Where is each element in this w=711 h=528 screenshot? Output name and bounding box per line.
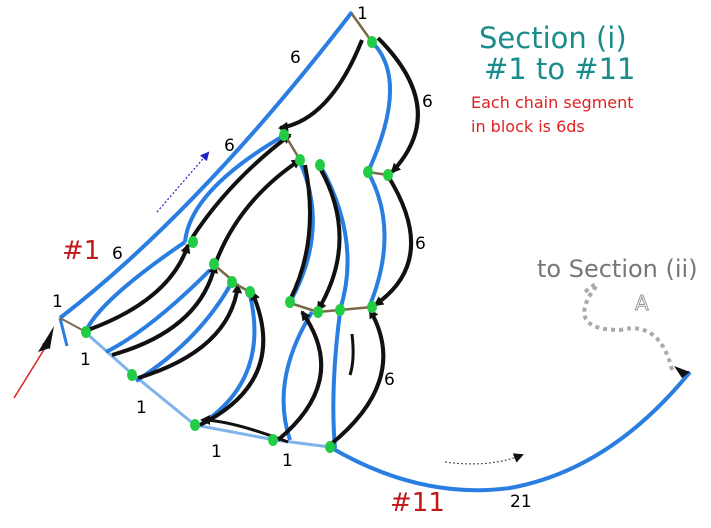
segment-label: 6 (224, 136, 235, 156)
black-arc (137, 283, 242, 380)
start-chain-link (58, 317, 69, 347)
chain-note-line-1: Each chain segment (471, 93, 634, 112)
blue-arc (318, 164, 350, 311)
joint (81, 326, 91, 338)
section-range: #1 to #11 (484, 52, 636, 86)
blue-arc (281, 310, 314, 441)
black-arc (288, 164, 312, 301)
joint (367, 36, 377, 48)
blue-arc (134, 281, 234, 383)
segment-label: 1 (52, 292, 63, 312)
segment-label: 6 (415, 234, 426, 254)
joint (127, 369, 137, 381)
joints (81, 36, 393, 453)
joint (268, 434, 278, 446)
blue-arc (198, 294, 257, 427)
joint (245, 286, 255, 298)
black-arc (199, 290, 266, 427)
chain-link (317, 305, 373, 314)
segment-label: 1 (357, 4, 368, 24)
joint (279, 129, 289, 141)
joint (295, 154, 305, 166)
black-arc (214, 158, 302, 263)
joint (285, 296, 295, 308)
segment-label: 6 (112, 244, 123, 264)
section-title: Section (i) (479, 21, 627, 55)
joint (363, 166, 373, 178)
direction-arrow (156, 151, 210, 213)
segment-label: 6 (422, 92, 433, 112)
segment-label: 1 (282, 451, 293, 471)
joint (315, 159, 325, 171)
blue-arc (84, 240, 187, 332)
joint (209, 258, 219, 270)
chain-link (350, 13, 374, 43)
tail-direction-arrow (444, 453, 524, 465)
blue-arc (331, 311, 342, 449)
chain-note-line-2: in block is 6ds (471, 117, 585, 136)
blue-arc (366, 40, 393, 173)
blue-arc (366, 171, 387, 306)
route-to-section-ii (582, 282, 674, 371)
black-arc (348, 333, 355, 376)
joint (335, 304, 345, 316)
segment-label: 6 (290, 48, 301, 68)
black-arc (316, 167, 342, 312)
blue-arc (105, 268, 212, 354)
joint (325, 441, 335, 453)
start-arrow-head (38, 326, 54, 352)
joint (383, 169, 393, 181)
black-arc (373, 174, 414, 307)
next-section-label: to Section (ii) (537, 255, 698, 283)
blue-arc (183, 133, 287, 243)
tail-arrow-head (674, 366, 690, 378)
section-marker: A (635, 291, 650, 315)
tail-chain (328, 370, 692, 493)
black-arc (190, 133, 292, 240)
black-arc (328, 308, 386, 447)
joint (227, 276, 237, 288)
joint (188, 236, 198, 248)
joint (190, 419, 200, 431)
row-label-last: #11 (390, 488, 445, 518)
segment-label: 1 (136, 398, 147, 418)
black-arc (276, 310, 324, 442)
joint (367, 301, 377, 313)
black-arc (87, 243, 191, 332)
black-arc (111, 263, 219, 357)
joint (313, 306, 323, 318)
segment-label: 6 (384, 370, 395, 390)
black-arc (376, 36, 420, 174)
segment-label: 1 (211, 442, 222, 462)
outer-chain (58, 10, 354, 320)
black-arc (278, 39, 364, 132)
segment-label: 21 (510, 492, 532, 512)
segment-label: 1 (80, 350, 91, 370)
row-label-first: #1 (62, 236, 101, 266)
